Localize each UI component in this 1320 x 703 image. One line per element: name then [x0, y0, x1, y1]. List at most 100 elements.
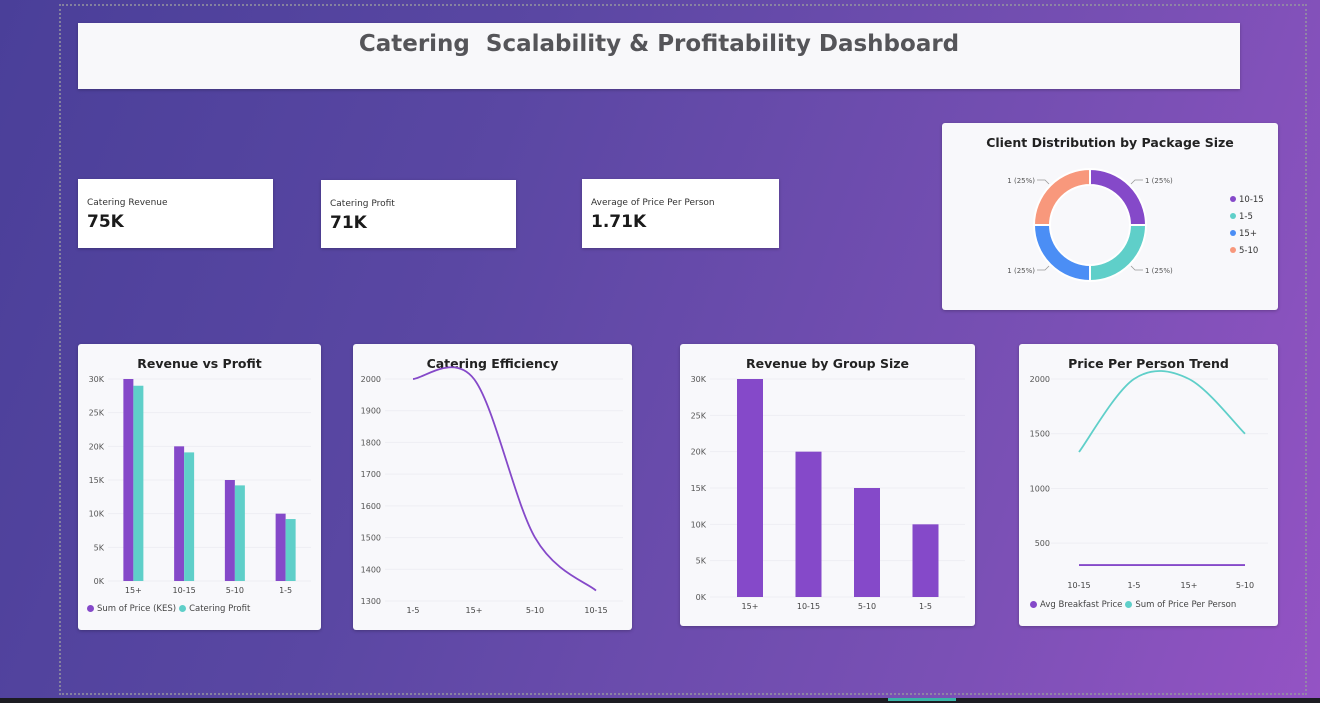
- y-tick-label: 30K: [89, 375, 105, 384]
- data-label-leader: [1036, 179, 1050, 185]
- x-tick-label: 15+: [466, 606, 483, 615]
- x-tick-label: 1-5: [1127, 581, 1140, 590]
- donut-slice: [1032, 167, 1091, 226]
- y-tick-label: 25K: [89, 409, 105, 418]
- price-per-person-trend-chart[interactable]: 500 1000 1500 2000 10-15 1-5 15+ 5-10: [1019, 344, 1278, 626]
- bar: [285, 519, 296, 581]
- x-tick-label: 1-5: [919, 602, 932, 611]
- chart-title: Revenue vs Profit: [137, 356, 262, 371]
- revenue-vs-profit-card[interactable]: Revenue vs Profit 0K 5K 10K 15K 20K 25K 30K 15+…: [78, 344, 321, 630]
- y-tick-label: 5K: [696, 557, 707, 566]
- bar: [224, 480, 235, 581]
- legend: Sum of Price (KES) Catering Profit: [87, 604, 253, 614]
- bar: [737, 379, 763, 597]
- x-tick-label: 10-15: [797, 602, 820, 611]
- x-tick-label: 5-10: [1236, 581, 1254, 590]
- y-tick-label: 1600: [361, 502, 381, 511]
- kpi-value: 75K: [87, 212, 124, 232]
- y-tick-label: 2000: [361, 375, 381, 384]
- bar: [133, 385, 144, 581]
- legend-dot: [1230, 247, 1236, 253]
- legend-label: Sum of Price (KES): [97, 604, 177, 614]
- kpi-value: 71K: [330, 213, 367, 233]
- y-tick-label: 1400: [361, 565, 381, 574]
- chart-title: Revenue by Group Size: [745, 356, 910, 371]
- x-tick-label: 15+: [125, 586, 142, 595]
- kpi-label: Catering Profit: [330, 199, 395, 209]
- y-tick-label: 1500: [1030, 430, 1050, 439]
- legend-item[interactable]: 1-5: [1230, 212, 1264, 229]
- kpi-card-price-per-person[interactable]: Average of Price Per Person 1.71K: [582, 179, 779, 248]
- legend-label: 5-10: [1239, 246, 1259, 256]
- catering-efficiency-chart[interactable]: 1300 1400 1500 1600 1700 1800 1900 2000 1-5 15+ 5-…: [353, 344, 632, 630]
- client-distribution-card[interactable]: Client Distribution by Package Size 1 (2…: [942, 123, 1278, 310]
- y-tick-label: 1500: [361, 534, 381, 543]
- legend-dot-purple: [1030, 601, 1037, 608]
- data-label: 1 (25%): [1145, 177, 1173, 185]
- data-label-leader: [1036, 265, 1050, 271]
- legend-dot-teal: [179, 605, 187, 612]
- legend-label: 1-5: [1239, 212, 1253, 222]
- y-tick-label: 1800: [361, 438, 381, 447]
- legend-dot: [1230, 196, 1236, 202]
- active-page-indicator[interactable]: [888, 698, 956, 701]
- kpi-card-revenue[interactable]: Catering Revenue 75K: [78, 179, 273, 248]
- canvas-border: [59, 4, 1307, 695]
- legend-label: Avg Breakfast Price: [1040, 600, 1123, 610]
- y-tick-label: 1900: [361, 407, 381, 416]
- x-tick-label: 15+: [742, 602, 759, 611]
- donut-legend: 10-15 1-5 15+ 5-10: [1230, 195, 1264, 263]
- revenue-by-group-size-card[interactable]: Revenue by Group Size 0K 5K 10K 15K 20K 25K 30…: [680, 344, 975, 626]
- price-per-person-trend-card[interactable]: Price Per Person Trend 500 1000 1500 2000 10…: [1019, 344, 1278, 626]
- legend-item[interactable]: 5-10: [1230, 246, 1264, 263]
- revenue-vs-profit-chart[interactable]: 0K 5K 10K 15K 20K 25K 30K 15+ 10-15 5-10 1-5: [78, 344, 321, 630]
- series-line: [1078, 370, 1246, 453]
- y-tick-label: 1000: [1030, 484, 1050, 493]
- y-tick-label: 0K: [696, 593, 707, 602]
- data-label-leader: [1130, 265, 1144, 271]
- donut-slice: [1089, 224, 1148, 283]
- x-tick-label: 1-5: [279, 586, 292, 595]
- y-tick-label: 25K: [691, 411, 707, 420]
- donut-slice: [1089, 167, 1148, 226]
- y-tick-label: 1700: [361, 470, 381, 479]
- y-tick-label: 20K: [89, 442, 105, 451]
- donut-chart[interactable]: 1 (25%) 1 (25%) 1 (25%) 1 (25%): [942, 123, 1278, 310]
- x-tick-label: 1-5: [406, 606, 419, 615]
- bar: [234, 485, 245, 581]
- y-tick-label: 15K: [89, 476, 105, 485]
- catering-efficiency-card[interactable]: Catering Efficiency 1300 1400 1500 1600 1700…: [353, 344, 632, 630]
- series-line: [412, 366, 597, 592]
- data-label-leader: [1130, 179, 1144, 185]
- y-tick-label: 20K: [691, 448, 707, 457]
- legend-item[interactable]: 10-15: [1230, 195, 1264, 212]
- bar: [123, 379, 134, 581]
- y-tick-label: 10K: [691, 520, 707, 529]
- bar: [795, 451, 822, 597]
- legend-item[interactable]: Sum of Price Per Person: [1125, 600, 1236, 610]
- y-tick-label: 10K: [89, 510, 105, 519]
- bar: [854, 488, 880, 597]
- donut-slice: [1032, 224, 1091, 283]
- x-tick-label: 5-10: [226, 586, 244, 595]
- kpi-card-profit[interactable]: Catering Profit 71K: [321, 180, 516, 248]
- legend-item[interactable]: Sum of Price (KES): [87, 604, 176, 614]
- legend-item[interactable]: Avg Breakfast Price: [1030, 600, 1122, 610]
- legend-dot: [1230, 213, 1236, 219]
- bar: [174, 446, 185, 581]
- dashboard-title: Catering Scalability & Profitability Das…: [358, 31, 960, 57]
- chart-title: Price Per Person Trend: [1068, 356, 1229, 371]
- revenue-by-group-size-chart[interactable]: 0K 5K 10K 15K 20K 25K 30K 15+ 10-15 5-10 1-5: [680, 344, 975, 626]
- kpi-value: 1.71K: [591, 212, 647, 232]
- legend-dot: [1230, 230, 1236, 236]
- kpi-label: Catering Revenue: [87, 198, 168, 208]
- legend-item[interactable]: Catering Profit: [179, 604, 250, 614]
- kpi-label: Average of Price Per Person: [591, 198, 715, 208]
- y-tick-label: 2000: [1030, 375, 1050, 384]
- legend-label: Sum of Price Per Person: [1135, 600, 1237, 610]
- data-label: 1 (25%): [1145, 267, 1173, 275]
- legend-item[interactable]: 15+: [1230, 229, 1264, 246]
- legend: Avg Breakfast Price Sum of Price Per Pers…: [1030, 600, 1239, 610]
- data-label: 1 (25%): [1007, 177, 1035, 185]
- bar: [275, 513, 286, 581]
